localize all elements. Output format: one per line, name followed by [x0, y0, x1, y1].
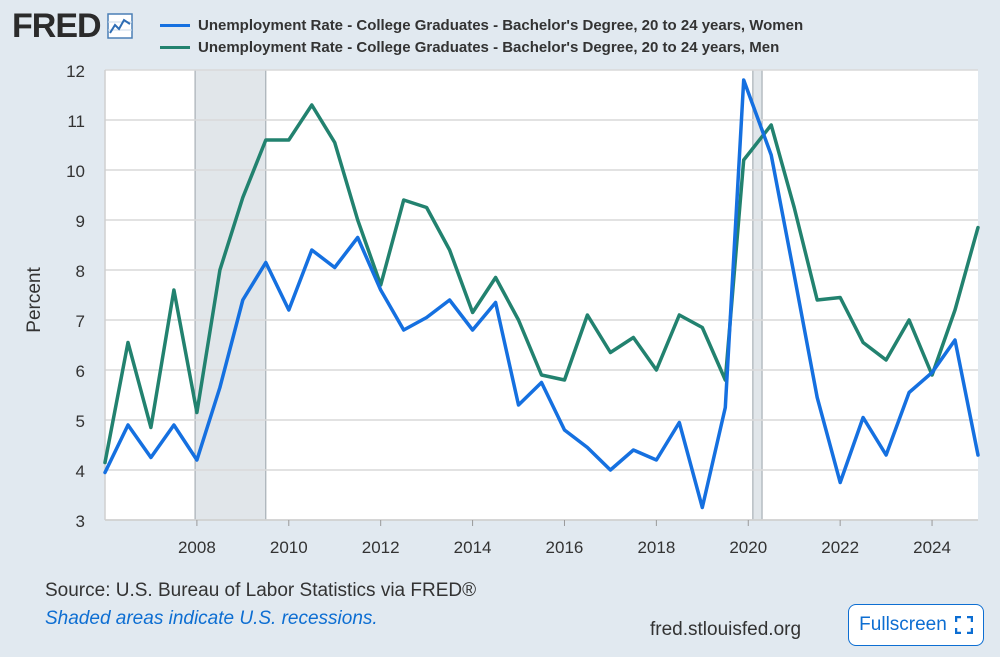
- x-tick-label-2014: 2014: [454, 538, 492, 557]
- series-lines-group: [103, 78, 980, 510]
- legend-label-women: Unemployment Rate - College Graduates - …: [198, 16, 804, 34]
- y-tick-label-4: 4: [76, 462, 85, 481]
- y-tick-label-11: 11: [67, 112, 85, 131]
- y-tick-label-12: 12: [66, 62, 85, 81]
- legend-label-men: Unemployment Rate - College Graduates - …: [198, 38, 780, 56]
- y-tick-label-5: 5: [76, 412, 85, 431]
- legend-item-men[interactable]: Unemployment Rate - College Graduates - …: [160, 36, 803, 58]
- series-line-men: [103, 103, 980, 465]
- recession-band-1: [752, 70, 763, 520]
- y-tick-label-7: 7: [76, 312, 85, 331]
- y-tick-label-6: 6: [76, 362, 85, 381]
- recession-band-0: [195, 70, 266, 520]
- fred-logo[interactable]: FRED: [12, 6, 133, 46]
- legend-item-women[interactable]: Unemployment Rate - College Graduates - …: [160, 14, 803, 36]
- chart-legend: Unemployment Rate - College Graduates - …: [160, 14, 803, 58]
- x-tick-label-2022: 2022: [821, 538, 859, 557]
- x-tick-label-2008: 2008: [178, 538, 216, 557]
- site-url[interactable]: fred.stlouisfed.org: [650, 619, 802, 640]
- x-tick-label-2012: 2012: [362, 538, 400, 557]
- y-tick-labels-group: 3 4 5 6 7 8 9 10 11 12: [66, 62, 85, 531]
- y-tick-label-10: 10: [66, 162, 85, 181]
- recession-note: Shaded areas indicate U.S. recessions.: [45, 608, 378, 629]
- line-chart-icon: [106, 13, 133, 39]
- legend-swatch-women: [160, 23, 190, 27]
- chart-area: 3 4 5 6 7 8 9 10 11 12 2008 2010 2012 2014 2016 2018 20…: [0, 60, 1000, 560]
- x-tick-labels-group: 2008 2010 2012 2014 2016 2018 2020 2022 2024: [178, 520, 951, 557]
- logo-text: FRED: [12, 7, 102, 45]
- recession-shading-group: [194, 70, 763, 520]
- legend-swatch-men: [160, 45, 190, 49]
- y-tick-label-8: 8: [76, 262, 85, 281]
- y-axis-label: Percent: [24, 267, 45, 333]
- y-tick-label-9: 9: [76, 212, 85, 231]
- gridlines-group: [104, 69, 978, 521]
- x-tick-label-2020: 2020: [729, 538, 767, 557]
- y-tick-label-3: 3: [76, 512, 85, 531]
- series-line-women: [103, 78, 980, 510]
- fullscreen-button[interactable]: Fullscreen: [848, 604, 984, 646]
- x-tick-label-2016: 2016: [546, 538, 584, 557]
- x-tick-label-2010: 2010: [270, 538, 308, 557]
- fullscreen-label: Fullscreen: [859, 614, 947, 635]
- x-tick-label-2024: 2024: [913, 538, 951, 557]
- expand-icon: [954, 615, 974, 635]
- source-text: Source: U.S. Bureau of Labor Statistics …: [45, 580, 477, 601]
- x-tick-label-2018: 2018: [637, 538, 675, 557]
